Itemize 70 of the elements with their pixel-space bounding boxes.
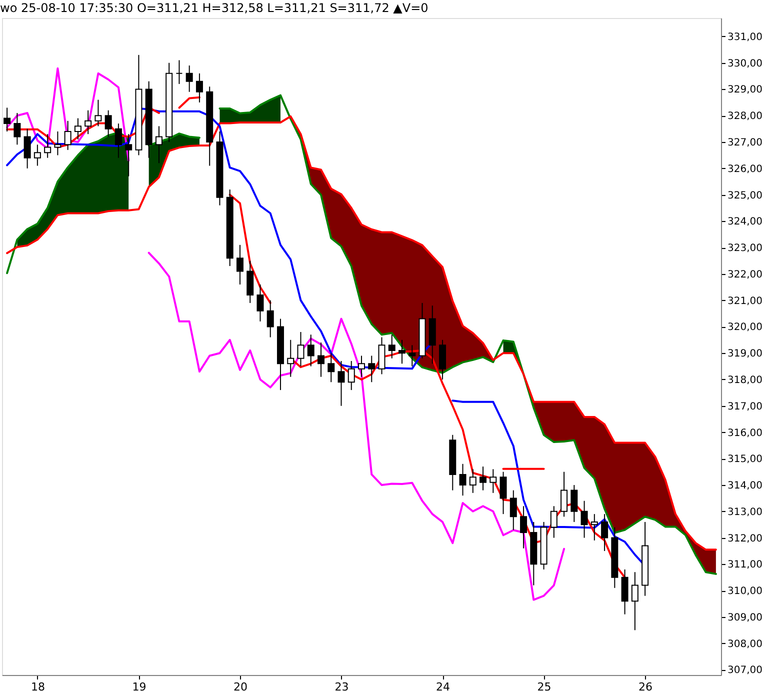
candlestick xyxy=(358,355,365,378)
candlestick xyxy=(196,72,203,103)
candlestick xyxy=(490,468,497,494)
candlestick xyxy=(287,339,294,378)
y-tick-label: 330,00 xyxy=(728,58,762,70)
candlestick xyxy=(388,334,396,359)
candlestick xyxy=(266,300,274,338)
candlestick xyxy=(186,64,193,92)
candlestick xyxy=(176,60,183,84)
candlestick xyxy=(570,484,578,522)
y-tick-label: 326,00 xyxy=(728,164,762,175)
y-tick-label: 328,00 xyxy=(728,111,762,122)
candlestick xyxy=(500,471,507,515)
candlestick xyxy=(621,568,628,615)
candlestick xyxy=(348,360,355,391)
candlestick xyxy=(338,360,345,406)
y-tick-label: 316,00 xyxy=(728,428,762,439)
y-tick-label: 329,00 xyxy=(728,84,762,96)
candlestick xyxy=(84,110,92,135)
y-tick-label: 327,00 xyxy=(728,138,762,149)
chart-title: wo 25-08-10 17:35:30 O=311,21 H=312,58 L=311,21 S=311,72 ▲V=0 xyxy=(0,1,428,15)
y-tick-label: 314,00 xyxy=(728,480,762,492)
y-tick-label: 319,00 xyxy=(728,348,762,360)
candlestick xyxy=(317,342,324,378)
candlestick xyxy=(4,107,11,132)
candlestick xyxy=(590,514,598,541)
y-tick-label: 320,00 xyxy=(728,322,762,334)
y-tick-label: 311,00 xyxy=(728,560,762,571)
candlestick xyxy=(560,471,568,518)
candlestick xyxy=(297,331,304,367)
x-tick-label: 18 xyxy=(30,680,45,691)
y-tick-label: 321,00 xyxy=(728,296,762,307)
candlestick xyxy=(459,463,466,496)
candlestick xyxy=(368,355,376,383)
y-tick-label: 325,00 xyxy=(728,190,762,202)
y-tick-label: 322,00 xyxy=(728,269,762,280)
y-tick-label: 315,00 xyxy=(728,454,762,466)
x-tick-label: 20 xyxy=(233,680,248,691)
candlestick xyxy=(631,572,638,631)
y-tick-label: 318,00 xyxy=(728,374,762,386)
y-tick-label: 312,00 xyxy=(728,533,762,544)
candlestick xyxy=(104,110,112,138)
y-tick-label: 324,00 xyxy=(728,216,762,228)
candlestick xyxy=(94,99,102,127)
candlestick xyxy=(480,466,487,491)
candlestick xyxy=(550,506,558,538)
candlestick xyxy=(307,334,314,367)
candlestick xyxy=(439,339,446,380)
y-tick-label: 313,00 xyxy=(728,506,762,518)
x-tick-label: 19 xyxy=(132,680,146,691)
x-tick-label: 23 xyxy=(334,680,349,691)
candlestick xyxy=(469,468,476,494)
candlestick xyxy=(580,500,588,538)
y-tick-label: 309,00 xyxy=(728,612,762,624)
x-tick-label: 25 xyxy=(537,680,552,691)
candlestick xyxy=(408,344,416,367)
y-tick-label: 307,00 xyxy=(728,665,762,676)
y-tick-label: 331,00 xyxy=(728,32,762,43)
y-tick-label: 323,00 xyxy=(728,243,762,254)
candlestick xyxy=(601,514,608,552)
y-tick-label: 310,00 xyxy=(728,586,762,598)
candlestick xyxy=(398,339,406,364)
candlestick xyxy=(328,352,335,383)
x-tick-label: 26 xyxy=(638,680,653,691)
candlestick xyxy=(378,336,386,375)
candlestick xyxy=(510,490,517,530)
y-tick-label: 317,00 xyxy=(728,401,762,412)
x-tick-label: 24 xyxy=(436,680,450,691)
candlestick xyxy=(520,506,528,549)
y-tick-label: 308,00 xyxy=(728,638,762,650)
